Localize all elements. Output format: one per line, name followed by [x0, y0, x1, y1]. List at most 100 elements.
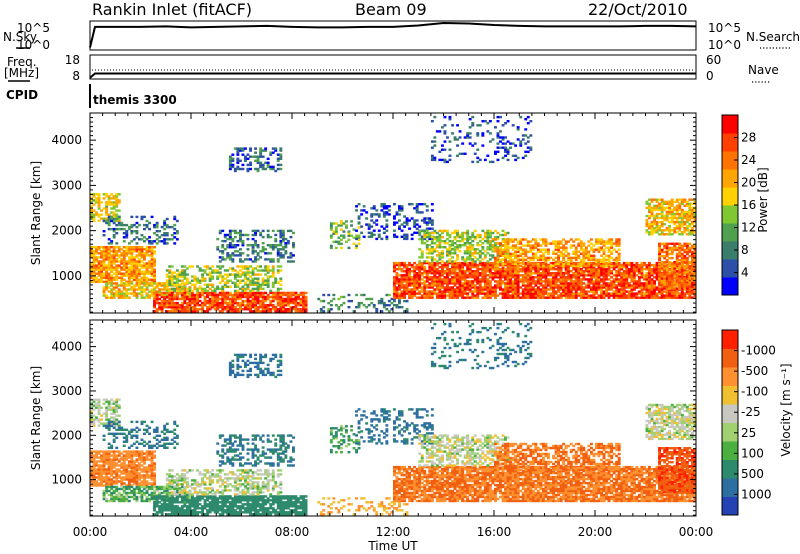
power-cell	[135, 221, 139, 225]
power-cell	[529, 282, 533, 285]
power-cell	[428, 261, 432, 265]
power-cell	[587, 240, 591, 243]
power-cell	[627, 261, 631, 265]
power-cell	[266, 271, 270, 274]
power-cell	[251, 271, 255, 274]
power-cell	[395, 263, 399, 267]
power-cell	[453, 294, 457, 297]
power-cell	[584, 286, 588, 289]
power-cell	[97, 219, 101, 222]
power-cell	[400, 306, 404, 309]
power-cell	[165, 310, 169, 313]
power-cell	[501, 270, 505, 273]
power-cell	[610, 292, 614, 295]
power-cell	[180, 275, 184, 278]
power-cell	[269, 310, 273, 313]
power-cell	[130, 280, 134, 283]
power-cell	[595, 260, 598, 264]
power-cell	[549, 268, 553, 271]
power-cell	[488, 231, 492, 235]
power-cell	[203, 287, 207, 291]
power-cell	[281, 308, 285, 311]
power-cell	[271, 244, 275, 247]
power-cell	[304, 310, 308, 313]
power-cell	[193, 308, 197, 311]
power-cell	[233, 301, 237, 305]
power-cell	[620, 278, 624, 281]
power-cell	[650, 288, 654, 291]
power-cell	[92, 272, 96, 275]
power-cell	[140, 278, 144, 281]
power-cell	[279, 147, 283, 150]
power-cell	[481, 242, 485, 245]
power-cell	[196, 277, 199, 280]
power-cell	[577, 288, 581, 291]
power-cell	[423, 261, 427, 265]
power-cell	[529, 268, 533, 271]
power-cell	[191, 301, 194, 305]
power-cell	[499, 268, 502, 271]
power-cell	[605, 254, 608, 257]
power-cell	[610, 288, 614, 291]
power-cell	[130, 252, 134, 255]
power-cell	[516, 276, 520, 279]
power-cell	[483, 120, 487, 123]
power-cell	[428, 296, 432, 299]
power-cell	[115, 274, 119, 277]
power-cell	[564, 292, 568, 295]
power-cell	[110, 250, 114, 253]
power-cell	[501, 142, 505, 145]
power-cell	[408, 263, 411, 267]
power-cell	[504, 278, 507, 281]
power-cell	[453, 248, 457, 251]
power-cell	[509, 286, 512, 289]
power-cell	[433, 250, 437, 253]
power-cell	[256, 285, 260, 288]
power-cell	[612, 296, 616, 299]
power-cell	[506, 231, 510, 235]
power-cell	[504, 250, 507, 253]
power-cell	[150, 292, 154, 295]
power-cell	[266, 297, 270, 301]
power-cell	[178, 310, 182, 313]
power-cell	[499, 115, 502, 119]
power-cell	[342, 301, 346, 305]
power-cell	[562, 282, 566, 285]
power-cell	[488, 274, 492, 277]
power-cell	[107, 252, 111, 255]
power-cell	[264, 279, 268, 282]
power-cell	[405, 217, 409, 220]
power-cell	[239, 258, 242, 261]
power-cell	[261, 291, 265, 295]
power-cell	[597, 296, 601, 299]
power-cell	[145, 280, 149, 283]
power-cell	[274, 169, 278, 173]
power-cell	[382, 304, 386, 307]
power-cell	[511, 286, 515, 289]
power-cell	[264, 310, 268, 313]
power-cell	[329, 228, 333, 231]
power-cell	[246, 153, 250, 156]
power-cell	[201, 310, 204, 313]
power-cell	[564, 240, 568, 243]
power-cell	[574, 264, 578, 268]
power-cell	[635, 294, 639, 297]
power-cell	[557, 296, 560, 299]
power-cell	[239, 275, 242, 278]
power-cell	[430, 252, 434, 255]
power-cell	[286, 295, 290, 299]
power-cell	[327, 293, 331, 297]
power-cell	[165, 304, 169, 307]
power-cell	[425, 294, 429, 297]
power-cell	[531, 294, 535, 297]
power-cell	[430, 296, 434, 299]
power-cell	[155, 225, 159, 229]
power-cell	[529, 261, 533, 265]
power-cell	[468, 250, 472, 253]
power-cell	[297, 301, 300, 305]
power-cell	[180, 310, 184, 313]
power-cell	[228, 233, 232, 237]
power-cell	[143, 223, 146, 227]
power-cell	[102, 234, 106, 237]
power-cell	[501, 252, 505, 255]
